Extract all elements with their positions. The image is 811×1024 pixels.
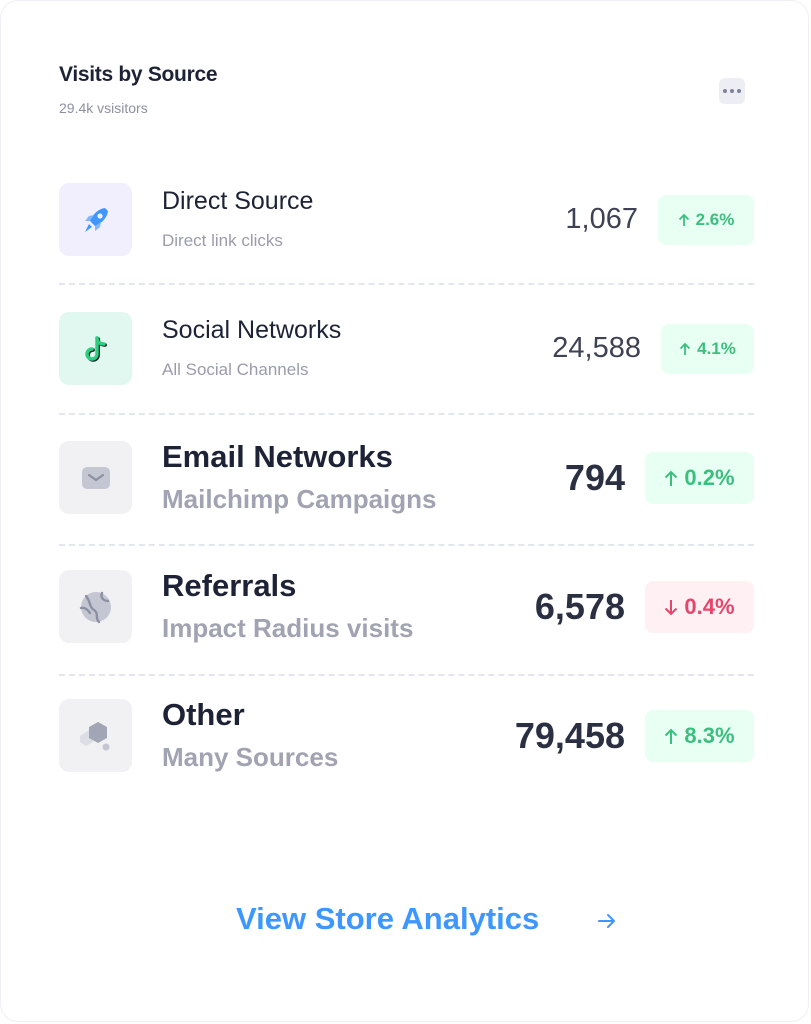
trend-value: 2.6% (695, 210, 735, 229)
source-name: Direct Source (162, 187, 314, 215)
source-icon-box (59, 312, 132, 385)
arrow-right-icon[interactable] (595, 909, 619, 933)
divider (59, 283, 754, 285)
view-store-analytics-link[interactable]: View Store Analytics (236, 901, 540, 936)
card-title: Visits by Source (59, 63, 218, 86)
source-description: Mailchimp Campaigns (162, 484, 437, 514)
source-name: Other (162, 697, 245, 732)
source-icon-box (59, 183, 132, 256)
trend-value: 0.4% (684, 594, 735, 619)
more-menu-button[interactable] (719, 78, 745, 104)
source-description: All Social Channels (162, 360, 309, 379)
divider (59, 544, 754, 546)
trend-badge: 8.3% (645, 710, 754, 762)
arrow-up-icon (679, 342, 691, 355)
source-description: Direct link clicks (162, 231, 283, 250)
trend-value: 0.2% (684, 465, 735, 490)
trend-badge: 2.6% (658, 195, 754, 245)
source-name: Social Networks (162, 316, 342, 344)
source-name: Email Networks (162, 439, 393, 474)
globe-icon (79, 591, 111, 623)
source-name: Referrals (162, 568, 297, 603)
arrow-up-icon (678, 213, 689, 226)
divider (59, 413, 754, 415)
trend-badge: 0.2% (645, 452, 754, 504)
divider (59, 674, 754, 676)
rocket-icon (84, 207, 108, 232)
arrow-up-icon (665, 728, 678, 744)
source-value: 1,067 (565, 203, 638, 235)
arrow-up-icon (665, 470, 678, 486)
source-value: 6,578 (534, 586, 625, 627)
source-value: 794 (564, 457, 625, 498)
source-value: 24,588 (552, 332, 641, 364)
source-icon-box (59, 570, 132, 643)
source-description: Impact Radius visits (162, 613, 414, 643)
source-icon-box (59, 699, 132, 772)
cubes-icon (79, 721, 109, 750)
source-value: 79,458 (514, 715, 625, 756)
source-icon-box (59, 441, 132, 514)
arrow-down-icon (665, 599, 678, 615)
trend-badge: 0.4% (645, 581, 754, 633)
email-icon (81, 466, 110, 489)
card-subtitle: 29.4k vsisitors (59, 100, 148, 116)
source-description: Many Sources (162, 742, 339, 772)
tiktok-icon (84, 335, 107, 362)
more-horizontal-icon (723, 89, 727, 93)
trend-badge: 4.1% (661, 324, 754, 374)
trend-value: 4.1% (697, 339, 736, 358)
trend-value: 8.3% (684, 723, 735, 748)
